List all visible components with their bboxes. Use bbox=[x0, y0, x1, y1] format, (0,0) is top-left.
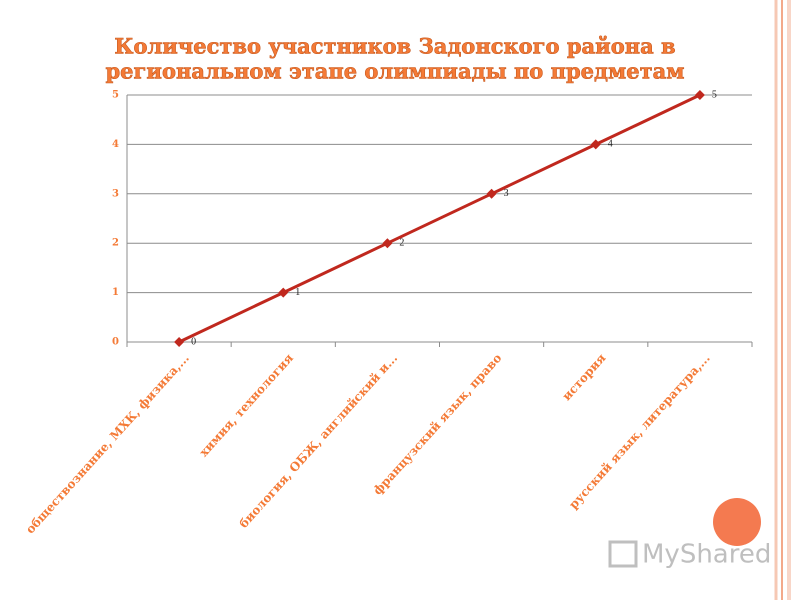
watermark: MyShared bbox=[642, 540, 771, 570]
chart-title: региональном этапе олимпиады по предмета… bbox=[105, 59, 684, 84]
series-line bbox=[178, 93, 701, 344]
data-label: 5 bbox=[712, 89, 717, 100]
x-tick-label: история bbox=[559, 351, 608, 403]
watermark-icon bbox=[608, 540, 638, 568]
y-tick-label: 4 bbox=[112, 139, 119, 150]
y-tick-label: 5 bbox=[112, 90, 119, 101]
marker bbox=[278, 287, 289, 298]
decor-circle bbox=[713, 498, 761, 546]
data-label: 4 bbox=[608, 139, 613, 150]
marker bbox=[694, 90, 705, 100]
y-tick-label: 1 bbox=[112, 287, 119, 298]
y-tick-label: 2 bbox=[112, 238, 119, 249]
y-tick-label: 3 bbox=[112, 188, 119, 199]
x-tick-label: французский язык, право bbox=[370, 351, 504, 498]
marker bbox=[174, 337, 185, 347]
chart-title: Количество участников Задонского района … bbox=[114, 34, 675, 59]
data-label: 1 bbox=[295, 287, 300, 298]
data-label: 0 bbox=[191, 336, 196, 347]
data-label: 2 bbox=[399, 237, 404, 248]
data-label: 3 bbox=[504, 188, 509, 199]
marker bbox=[590, 139, 601, 150]
plot: 0 1 2 3 4 5 обществознание, МХК, физика,... хим… bbox=[23, 89, 753, 536]
marker bbox=[382, 238, 393, 249]
y-tick-label: 0 bbox=[112, 337, 119, 348]
x-tick-label: химия, технология bbox=[197, 351, 297, 459]
x-tick-label: обществознание, МХК, физика,... bbox=[23, 351, 192, 536]
marker bbox=[486, 188, 497, 199]
